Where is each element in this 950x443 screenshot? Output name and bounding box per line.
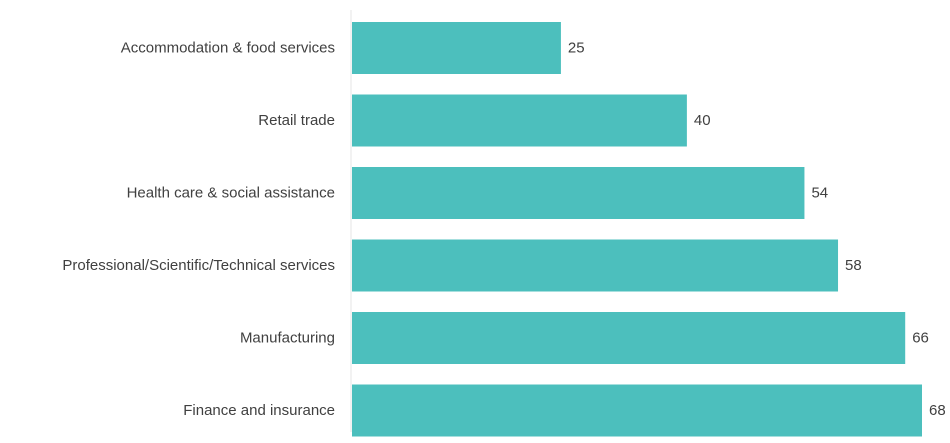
bar-3	[352, 239, 839, 292]
value-label-0: 25	[568, 40, 585, 57]
category-label-4: Manufacturing	[240, 330, 335, 347]
value-label-2: 54	[811, 185, 828, 202]
category-label-5: Finance and insurance	[183, 402, 335, 419]
value-label-3: 58	[845, 257, 862, 274]
category-label-2: Health care & social assistance	[127, 185, 335, 202]
category-labels-group: Accommodation & food services Retail trad…	[62, 40, 335, 420]
bar-2	[352, 167, 805, 219]
category-label-1: Retail trade	[258, 112, 335, 129]
category-label-3: Professional/Scientific/Technical servic…	[62, 257, 335, 274]
bar-5	[352, 384, 922, 437]
bars-group	[352, 22, 922, 437]
bar-4	[352, 312, 906, 364]
value-label-4: 66	[912, 330, 929, 347]
value-label-5: 68	[929, 402, 946, 419]
bar-1	[352, 94, 687, 147]
category-label-0: Accommodation & food services	[121, 40, 335, 57]
bar-0	[352, 22, 561, 74]
value-labels-group: 25 40 54 58 66 68	[568, 40, 946, 420]
value-label-1: 40	[694, 112, 711, 129]
